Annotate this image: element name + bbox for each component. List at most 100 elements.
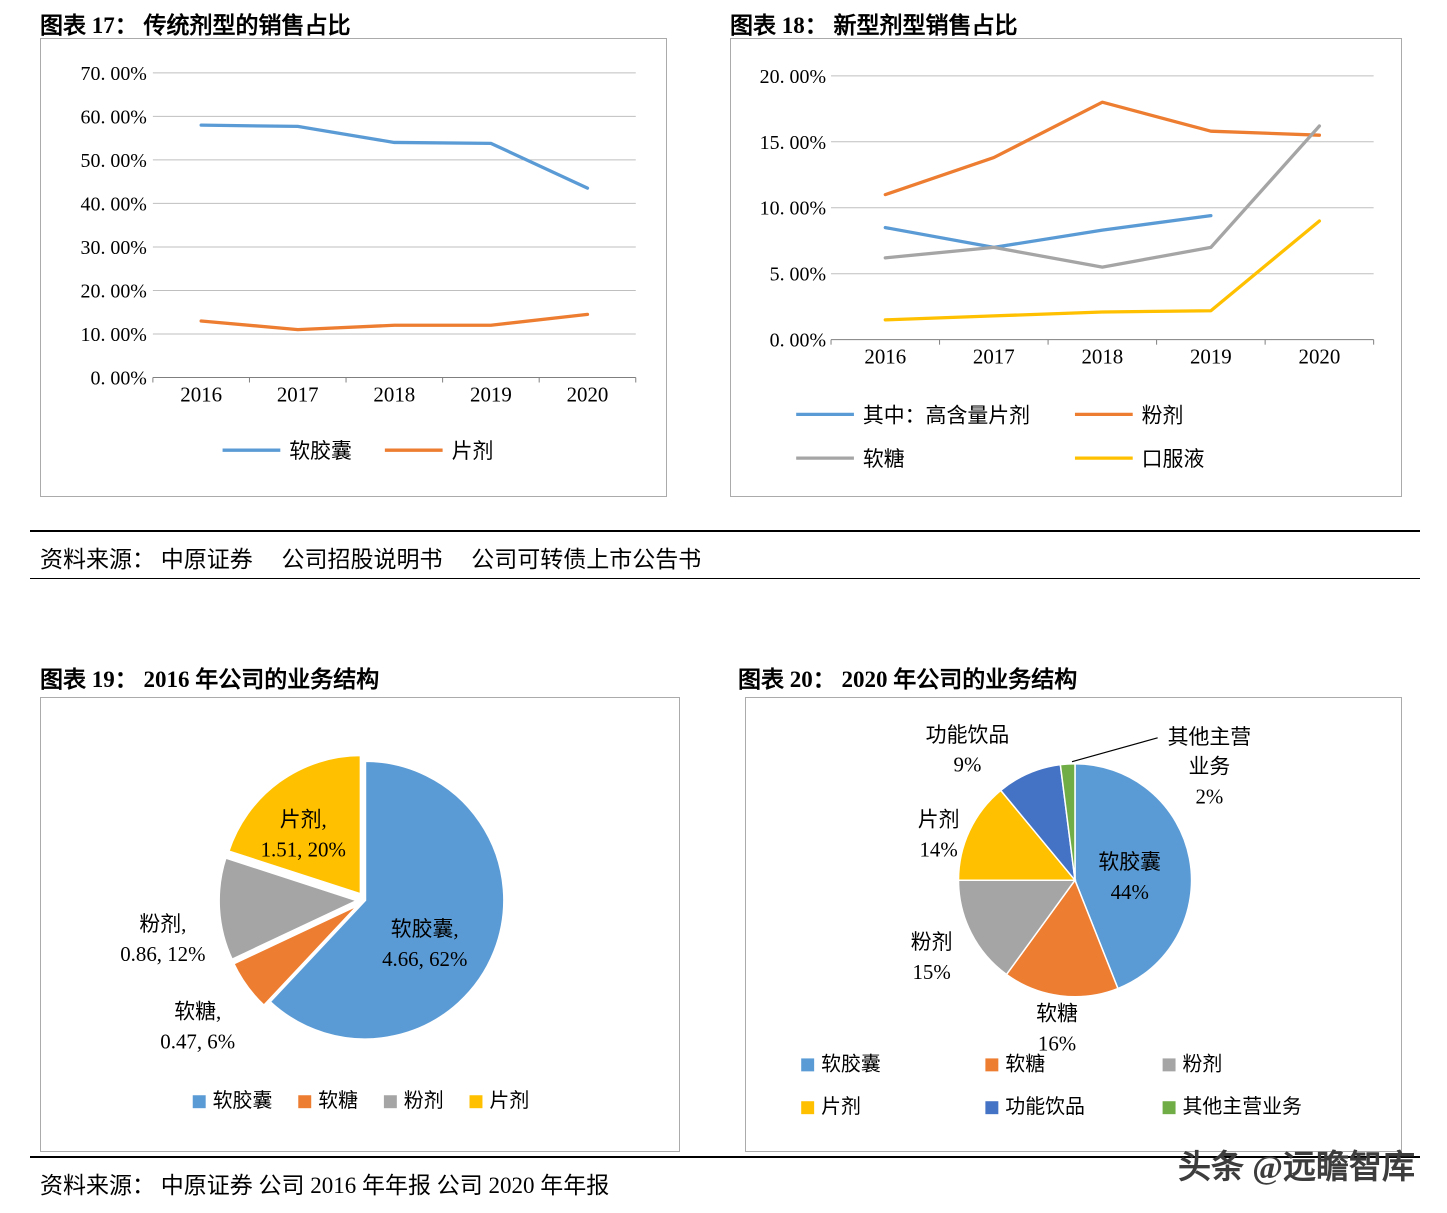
x-tick-label: 2018 — [373, 382, 415, 406]
pie-label: 片剂 — [918, 807, 960, 831]
figure-18-chart-box: 0. 00% 5. 00% 10. 00% 15. 00% 20. 00% 2016 201… — [730, 38, 1402, 497]
pie-label: 9% — [954, 753, 982, 777]
y-tick-label: 5. 00% — [770, 264, 826, 286]
y-tick-label: 20. 00% — [760, 66, 826, 88]
legend-label: 片剂 — [821, 1095, 861, 1118]
pie-label: 业务 — [1189, 755, 1231, 779]
legend-label: 软糖 — [863, 447, 905, 471]
figure-18-title: 图表 18： 新型剂型销售占比 — [730, 13, 1018, 38]
y-tick-label: 0. 00% — [770, 330, 826, 352]
pie-label: 软胶囊, — [391, 917, 459, 941]
series-line-软糖 — [883, 124, 1322, 269]
legend-label: 软胶囊 — [213, 1089, 273, 1112]
legend-swatch — [192, 1095, 206, 1109]
pie-slice-粉剂 — [217, 855, 362, 962]
divider-line — [30, 578, 1420, 579]
x-tick-label: 2018 — [1081, 345, 1123, 369]
chart-18-line-chart: 0. 00% 5. 00% 10. 00% 15. 00% 20. 00% 2016 201… — [760, 66, 1375, 471]
pie-label: 其他主营 — [1168, 725, 1252, 749]
watermark: 头条 @远瞻智库 — [1178, 1150, 1415, 1186]
legend-label: 片剂 — [489, 1089, 529, 1112]
legend-label: 片剂 — [452, 439, 494, 463]
legend-label: 软糖 — [318, 1089, 358, 1112]
legend-swatch — [383, 1095, 397, 1109]
legend-label: 口服液 — [1142, 447, 1205, 471]
pie-label: 4.66, 62% — [382, 947, 467, 971]
y-tick-label: 15. 00% — [760, 132, 826, 154]
legend-swatch — [985, 1101, 999, 1115]
legend-swatch — [801, 1058, 815, 1072]
legend-label: 粉剂 — [404, 1089, 444, 1112]
figure-19-title: 图表 19： 2016 年公司的业务结构 — [40, 667, 380, 692]
legend-label: 软糖 — [1005, 1052, 1045, 1075]
pie-slice-片剂 — [226, 753, 363, 897]
pie-label: 软糖 — [1036, 1002, 1078, 1026]
legend-label: 其他主营业务 — [1183, 1095, 1303, 1118]
figure-19-chart-box: 软胶囊, 4.66, 62% 软糖, 0.47, 6% 粉剂, 0.86, 12% 片剂, 1… — [40, 697, 680, 1152]
label-leader-line — [1071, 737, 1158, 763]
legend-label: 其中：高含量片剂 — [863, 403, 1030, 427]
legend-swatch — [1162, 1101, 1176, 1115]
legend-label: 粉剂 — [1183, 1052, 1223, 1075]
pie-slice-软胶囊 — [1074, 762, 1193, 990]
legend-swatch — [801, 1101, 815, 1115]
gridlines — [152, 72, 637, 383]
pie-label: 16% — [1038, 1031, 1076, 1055]
legend-swatch — [469, 1095, 483, 1109]
pie-label: 软糖, — [174, 1000, 221, 1024]
gridlines — [830, 75, 1375, 345]
x-tick-label: 2019 — [470, 382, 512, 406]
pie-slice-软胶囊 — [267, 759, 506, 1041]
legend-label: 粉剂 — [1142, 403, 1184, 427]
pie-label: 功能饮品 — [926, 723, 1010, 747]
legend-label: 软胶囊 — [821, 1052, 881, 1075]
y-tick-label: 0. 00% — [90, 367, 146, 389]
pie-label: 0.86, 12% — [120, 942, 205, 966]
series-line-口服液 — [883, 219, 1322, 322]
pie-slice-片剂 — [957, 789, 1077, 881]
x-tick-label: 2019 — [1190, 345, 1232, 369]
y-tick-label: 50. 00% — [81, 150, 147, 172]
legend-swatch — [985, 1058, 999, 1072]
legend-label: 功能饮品 — [1005, 1095, 1085, 1118]
x-tick-label: 2020 — [1299, 345, 1341, 369]
pie-label: 1.51, 20% — [261, 837, 346, 861]
pie-slice-其他主营业务 — [1059, 762, 1076, 881]
chart-19-pie-chart: 软胶囊, 4.66, 62% 软糖, 0.47, 6% 粉剂, 0.86, 12% 片剂, 1… — [120, 753, 529, 1112]
pie-label: 15% — [912, 960, 950, 984]
y-tick-label: 10. 00% — [760, 198, 826, 220]
y-tick-label: 40. 00% — [81, 193, 147, 215]
legend-swatch — [1162, 1058, 1176, 1072]
figure-20-title: 图表 20： 2020 年公司的业务结构 — [738, 667, 1078, 692]
y-tick-label: 30. 00% — [81, 237, 147, 259]
y-tick-label: 70. 00% — [81, 63, 147, 85]
legend-swatch — [298, 1095, 312, 1109]
pie-label: 14% — [919, 837, 957, 861]
x-tick-label: 2016 — [864, 345, 906, 369]
y-tick-label: 20. 00% — [81, 280, 147, 302]
pie-label: 0.47, 6% — [160, 1029, 235, 1053]
series-line-粉剂 — [883, 100, 1322, 197]
y-tick-label: 60. 00% — [81, 106, 147, 128]
pie-label: 粉剂 — [911, 930, 953, 954]
x-tick-label: 2017 — [973, 345, 1015, 369]
x-tick-label: 2016 — [180, 382, 222, 406]
pie-label: 软胶囊 — [1098, 850, 1161, 874]
pie-slice-软糖 — [1005, 878, 1119, 998]
divider-line — [30, 1156, 1420, 1158]
series-line-其中：高含量片剂 — [883, 213, 1213, 250]
figure-20-chart-box: 软胶囊 44% 软糖 16% 粉剂 15% 片剂 14% 功能饮品 9% 其他主营 业务 2% 软胶囊 软糖… — [745, 697, 1402, 1152]
source-note-2: 资料来源： 中原证券 公司 2016 年年报 公司 2020 年年报 — [40, 1173, 610, 1198]
pie-label: 2% — [1195, 785, 1223, 809]
series-line-软胶囊 — [199, 123, 590, 190]
x-tick-label: 2017 — [277, 382, 319, 406]
chart-17-line-chart: 0. 00% 10. 00% 20. 00% 30. 00% 40. 00% 50. 00… — [81, 63, 637, 463]
divider-line — [30, 530, 1420, 532]
pie-slice-粉剂 — [957, 879, 1077, 976]
source-note-1: 资料来源： 中原证券 公司招股说明书 公司可转债上市公告书 — [40, 547, 702, 572]
series-line-片剂 — [199, 312, 590, 332]
pie-slice-软糖 — [231, 903, 361, 1008]
figure-17-chart-box: 0. 00% 10. 00% 20. 00% 30. 00% 40. 00% 50. 00… — [40, 38, 667, 497]
